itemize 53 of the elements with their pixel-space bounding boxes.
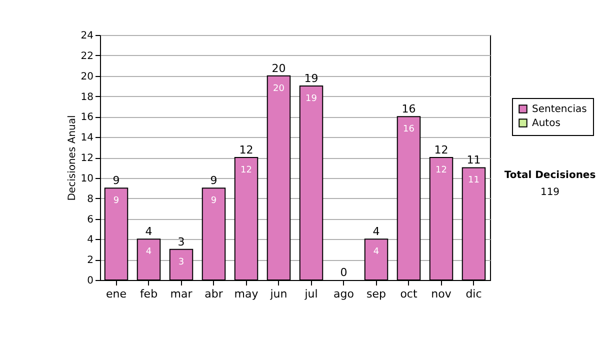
x-tick-label: jul bbox=[304, 288, 318, 300]
total-label: 20 bbox=[272, 62, 286, 75]
x-tick-label: mar bbox=[170, 288, 193, 300]
data-label: 12 bbox=[436, 166, 447, 176]
data-label: 4 bbox=[146, 247, 152, 258]
y-tick-label: 18 bbox=[80, 92, 94, 103]
data-label: 9 bbox=[210, 196, 217, 206]
y-tick-label: 22 bbox=[80, 50, 94, 62]
x-tick-label: may bbox=[234, 288, 259, 300]
legend-label: Sentencias bbox=[532, 104, 587, 115]
x-tick-label: oct bbox=[400, 288, 418, 300]
data-label: 16 bbox=[403, 124, 415, 135]
data-label: 12 bbox=[240, 166, 252, 176]
data-label: 19 bbox=[306, 94, 318, 104]
total-label: 9 bbox=[112, 174, 120, 188]
x-tick-label: dic bbox=[466, 288, 482, 300]
data-label: 20 bbox=[273, 84, 285, 94]
total-label: 12 bbox=[239, 144, 254, 156]
total-label: 3 bbox=[178, 235, 185, 248]
y-tick-label: 16 bbox=[80, 112, 94, 124]
y-tick-label: 6 bbox=[87, 214, 94, 226]
total-label: 11 bbox=[466, 154, 481, 167]
y-tick-label: 8 bbox=[87, 194, 94, 205]
data-label: 3 bbox=[178, 257, 184, 268]
total-label: 4 bbox=[145, 225, 152, 238]
x-tick-label: sep bbox=[366, 288, 386, 300]
y-tick-label: 4 bbox=[87, 234, 94, 246]
x-tick-label: feb bbox=[140, 288, 158, 300]
y-tick-label: 12 bbox=[80, 153, 94, 164]
total-label: 16 bbox=[402, 102, 416, 116]
legend-label: Autos bbox=[532, 118, 560, 129]
y-tick-label: 20 bbox=[80, 71, 94, 82]
y-axis-title: Decisiones Anual bbox=[66, 115, 78, 201]
y-tick-label: 14 bbox=[80, 132, 94, 144]
x-tick-label: nov bbox=[431, 288, 452, 300]
x-tick-label: jun bbox=[269, 288, 288, 300]
data-label: 9 bbox=[113, 196, 120, 206]
total-label: 4 bbox=[372, 225, 380, 238]
total-label: 9 bbox=[210, 174, 218, 188]
x-tick-label: ene bbox=[106, 288, 127, 300]
total-label: 12 bbox=[434, 144, 448, 156]
text: 119 bbox=[539, 187, 561, 198]
y-tick-label: 24 bbox=[80, 30, 94, 42]
data-label: 4 bbox=[373, 247, 380, 258]
data-label: 11 bbox=[468, 176, 480, 186]
y-tick-label: 10 bbox=[80, 173, 94, 184]
total-label: 0 bbox=[340, 266, 348, 279]
text: Total Decisiones bbox=[503, 170, 597, 181]
y-tick-label: 0 bbox=[87, 276, 94, 286]
total-label: 19 bbox=[304, 72, 318, 86]
x-tick-label: ago bbox=[334, 288, 354, 300]
x-tick-label: abr bbox=[204, 288, 224, 300]
y-tick-label: 2 bbox=[87, 255, 94, 266]
